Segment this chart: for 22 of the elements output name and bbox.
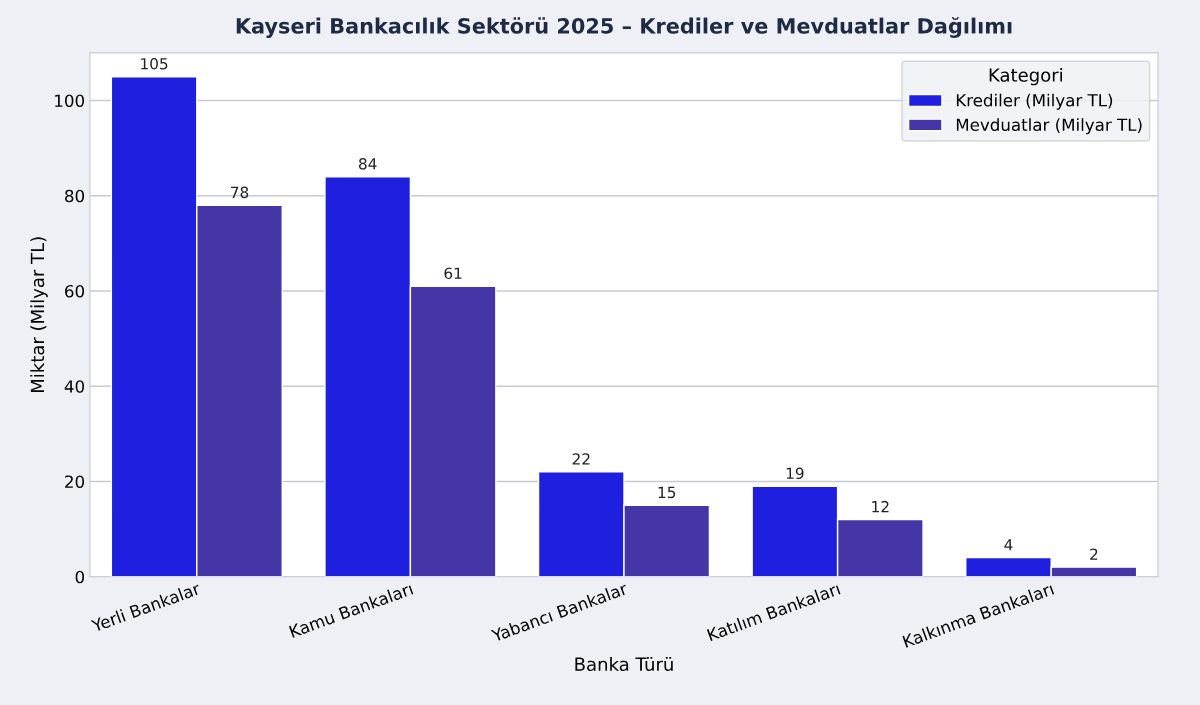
data-label: 61 (444, 267, 462, 280)
chart-title: Kayseri Bankacılık Sektörü 2025 – Krediler ve Mevduatlar Dağılımı (236, 17, 1012, 38)
y-tick-label: 0 (75, 570, 85, 584)
data-label: 4 (1004, 539, 1013, 551)
legend-label: Krediler (Milyar TL) (956, 93, 1113, 110)
y-tick-label: 100 (55, 94, 85, 108)
data-label: 19 (786, 467, 804, 480)
y-tick-label: 80 (65, 189, 85, 203)
data-label: 15 (658, 486, 676, 499)
legend-title: Kategori (989, 67, 1062, 86)
y-tick-label: 60 (65, 284, 85, 298)
x-axis-title: Banka Türü (575, 657, 673, 672)
data-label: 78 (231, 186, 249, 199)
y-axis-title: Miktar (Milyar TL) (30, 237, 48, 393)
legend-label: Mevduatlar (Milyar TL) (956, 118, 1142, 135)
data-label: 105 (141, 58, 168, 70)
data-label: 22 (572, 453, 590, 465)
data-label: 84 (359, 158, 377, 170)
data-label: 2 (1090, 548, 1098, 560)
y-tick-label: 40 (64, 380, 85, 393)
data-label: 12 (872, 500, 889, 513)
y-tick-label: 20 (65, 475, 85, 489)
